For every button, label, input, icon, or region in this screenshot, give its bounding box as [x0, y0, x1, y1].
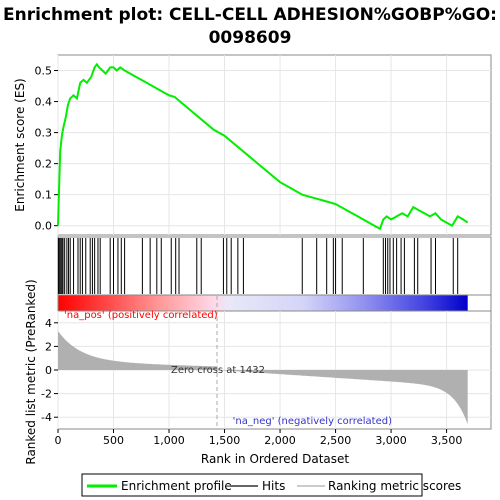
- x-tick-label: 2,000: [264, 434, 296, 447]
- x-tick-label: 500: [103, 434, 124, 447]
- x-tick-label: 3,000: [375, 434, 407, 447]
- x-tick-label: 3,500: [431, 434, 463, 447]
- metric-y-tick-label: -4: [41, 411, 52, 424]
- metric-panel: -4 -2 0 2 4 'na_pos' (positively correlated)…: [24, 279, 492, 465]
- chart-title-line1: Enrichment plot: CELL-CELL ADHESION%GOBP…: [3, 5, 497, 25]
- ranking-metric-area: [58, 331, 468, 426]
- es-panel: 0.0 0.1 0.2 0.3 0.4 0.5 Enrichment score (ES): [13, 54, 492, 236]
- legend: Enrichment profile Hits Ranking metric s…: [81, 473, 461, 497]
- es-y-tick-label: 0.5: [35, 65, 53, 78]
- positive-correlation-label: 'na_pos' (positively correlated): [64, 310, 218, 321]
- legend-metric-label: Ranking metric scores: [328, 479, 461, 493]
- enrichment-profile-line: [57, 62, 469, 231]
- es-y-tick-label: 0.1: [35, 189, 53, 202]
- es-panel-frame: [57, 54, 492, 236]
- metric-ylabel: Ranked list metric (PreRanked): [24, 279, 38, 464]
- es-y-ticks: 0.0 0.1 0.2 0.3 0.4 0.5: [35, 65, 58, 233]
- hit-marks: [58, 238, 459, 294]
- legend-hits-label: Hits: [262, 479, 285, 493]
- metric-y-tick-label: 2: [45, 340, 52, 353]
- metric-y-tick-label: 0: [45, 364, 52, 377]
- x-tick-label: 1,000: [153, 434, 185, 447]
- zero-cross-label: Zero cross at 1432: [171, 365, 265, 376]
- es-y-tick-label: 0.4: [35, 96, 53, 109]
- es-y-tick-label: 0.0: [35, 220, 53, 233]
- x-tick-label: 2,500: [320, 434, 352, 447]
- es-gridlines: [57, 55, 491, 235]
- metric-y-ticks: -4 -2 0 2 4: [41, 317, 58, 424]
- es-ylabel: Enrichment score (ES): [13, 78, 27, 211]
- x-axis-ticks: 0 500 1,000 1,500 2,000 2,500 3,000 3,500: [55, 429, 463, 447]
- x-tick-label: 1,500: [209, 434, 241, 447]
- hits-panel-frame: [57, 236, 492, 296]
- metric-y-tick-label: -2: [41, 388, 52, 401]
- x-axis-label: Rank in Ordered Dataset: [201, 452, 349, 466]
- ranking-color-bar: [58, 295, 468, 311]
- hits-panel: [57, 236, 492, 296]
- legend-enrichment-label: Enrichment profile: [121, 479, 232, 493]
- es-y-tick-label: 0.3: [35, 127, 53, 140]
- x-tick-label: 0: [55, 434, 62, 447]
- metric-y-tick-label: 4: [45, 317, 52, 330]
- chart-title-line2: 0098609: [209, 28, 292, 48]
- es-y-tick-label: 0.2: [35, 158, 53, 171]
- negative-correlation-label: 'na_neg' (negatively correlated): [233, 416, 392, 427]
